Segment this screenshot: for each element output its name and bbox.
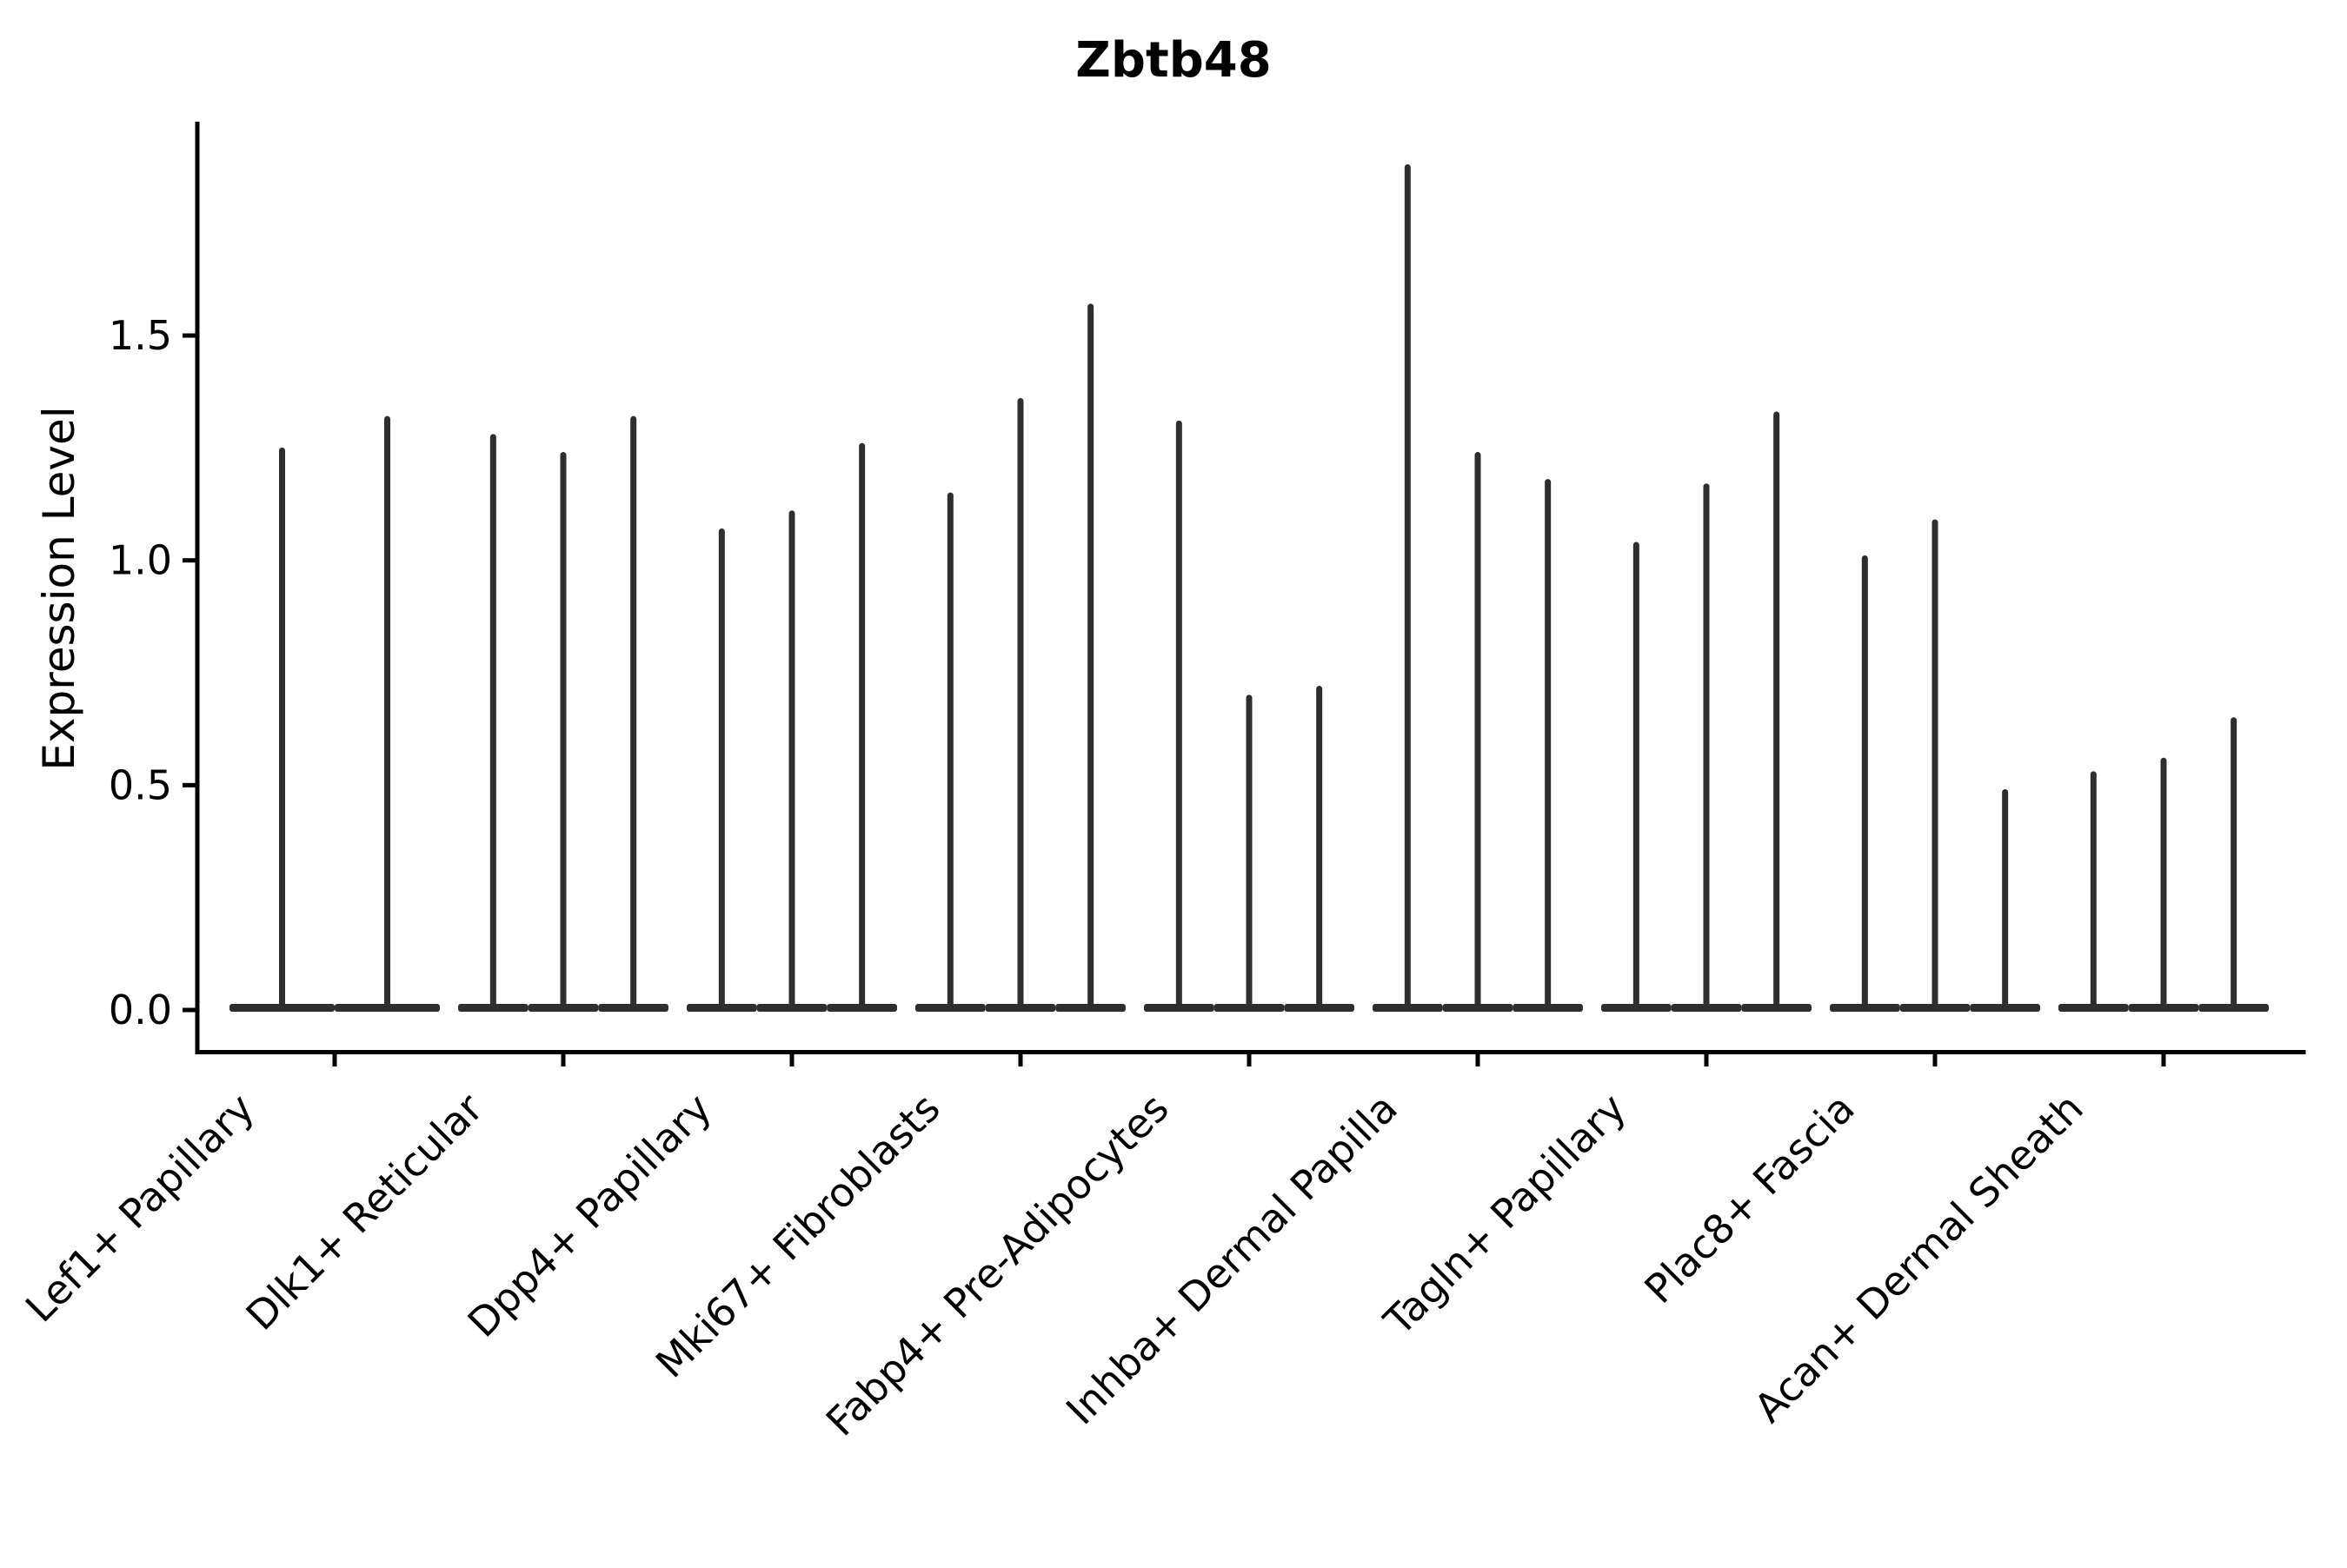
x-tick-label: Tagln+ Papillary [1374, 1085, 1635, 1345]
x-tick-label: Lef1+ Papillary [17, 1085, 263, 1332]
violin-group-4 [915, 303, 1126, 1012]
violin-group-2 [458, 415, 668, 1012]
y-axis-label: Expression Level [34, 406, 84, 770]
violin-group-3 [687, 442, 897, 1012]
x-tick-label: Dlk1+ Reticular [237, 1085, 492, 1339]
y-tick-label: 0.0 [109, 987, 172, 1033]
x-tick-label: Plac8+ Fascia [1635, 1085, 1863, 1312]
y-tick-label: 1.5 [109, 312, 172, 359]
violin-group-8 [1830, 519, 2040, 1012]
y-axis-line [195, 122, 200, 1054]
violin-group-7 [1601, 411, 1812, 1012]
violin-group-6 [1373, 163, 1583, 1012]
violin-group-1 [229, 415, 440, 1012]
violin-group-5 [1144, 420, 1354, 1012]
x-tick-label: Dpp4+ Papillary [459, 1085, 721, 1346]
violin-group-9 [2058, 717, 2269, 1012]
chart-title: Zbtb48 [1075, 32, 1271, 89]
x-axis-line [195, 1050, 2306, 1054]
y-tick-label: 0.5 [109, 761, 172, 808]
y-tick-label: 1.0 [109, 537, 172, 584]
